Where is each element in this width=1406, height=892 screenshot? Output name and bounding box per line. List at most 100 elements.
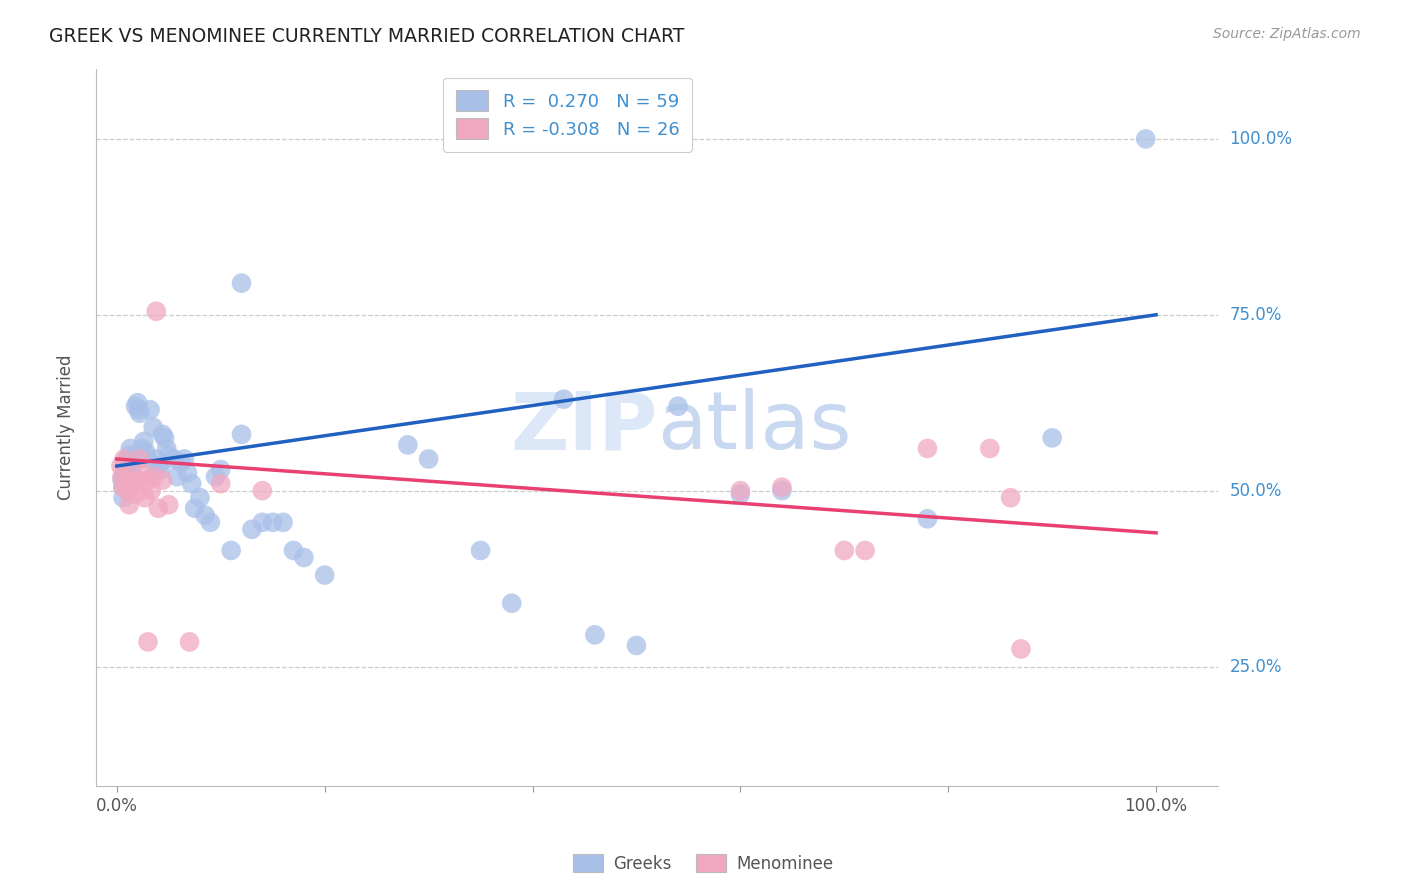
Point [163,452,186,467]
Point [128,402,150,417]
Point [770,480,793,494]
Point [152,473,174,487]
Point [166,469,188,483]
Point [121,476,143,491]
Point [145,452,167,467]
Text: 100.0%: 100.0% [1230,130,1292,148]
Point [180,476,202,491]
Point [157,498,180,512]
Point [1010,642,1032,657]
Point [157,449,180,463]
Point [730,483,752,498]
Point [127,473,149,487]
Text: 50.0%: 50.0% [1230,482,1282,500]
Point [173,452,195,467]
Point [112,452,135,467]
Text: 25.0%: 25.0% [1230,657,1282,675]
Legend: Greeks, Menominee: Greeks, Menominee [567,847,839,880]
Point [120,466,142,480]
Y-axis label: Currently Married: Currently Married [58,355,75,500]
Point [124,487,146,501]
Point [110,458,132,473]
Point [114,458,136,473]
Point [143,469,166,483]
Point [292,550,315,565]
Point [122,456,145,470]
Point [262,516,284,530]
Point [136,635,159,649]
Point [176,466,198,480]
Point [271,516,294,530]
Point [112,480,135,494]
Text: GREEK VS MENOMINEE CURRENTLY MARRIED CORRELATION CHART: GREEK VS MENOMINEE CURRENTLY MARRIED COR… [49,27,685,45]
Point [139,483,162,498]
Point [853,543,876,558]
Point [209,462,232,476]
Point [252,516,274,530]
Point [115,483,138,498]
Point [501,596,523,610]
Text: atlas: atlas [657,388,852,467]
Point [148,458,170,473]
Point [132,466,155,480]
Point [231,276,253,290]
Point [139,402,162,417]
Point [200,516,222,530]
Point [127,395,149,409]
Point [115,456,138,470]
Text: ZIP: ZIP [510,388,657,467]
Point [156,442,179,456]
Point [204,469,226,483]
Point [135,445,157,459]
Point [111,473,134,487]
Point [666,399,689,413]
Point [979,442,1001,456]
Point [124,399,146,413]
Point [283,543,305,558]
Point [1135,132,1157,146]
Point [120,442,142,456]
Point [314,568,336,582]
Point [194,508,217,523]
Point [136,473,159,487]
Point [132,434,155,449]
Point [145,304,167,318]
Point [917,442,939,456]
Point [188,491,211,505]
Point [153,431,176,445]
Point [170,456,193,470]
Point [112,491,135,505]
Point [730,487,752,501]
Point [111,469,134,483]
Point [770,483,793,498]
Point [152,427,174,442]
Point [114,466,136,480]
Point [179,635,201,649]
Point [131,442,153,456]
Point [118,498,141,512]
Point [470,543,492,558]
Point [121,476,143,491]
Point [136,452,159,467]
Point [112,469,135,483]
Text: 75.0%: 75.0% [1230,306,1282,324]
Legend: R =  0.270   N = 59, R = -0.308   N = 26: R = 0.270 N = 59, R = -0.308 N = 26 [443,78,692,152]
Point [1040,431,1063,445]
Point [128,406,150,420]
Point [128,452,150,467]
Point [134,491,156,505]
Point [149,462,172,476]
Point [834,543,856,558]
Point [553,392,575,407]
Point [583,628,606,642]
Point [240,522,263,536]
Point [252,483,274,498]
Point [142,420,165,434]
Point [115,452,138,467]
Text: Source: ZipAtlas.com: Source: ZipAtlas.com [1213,27,1361,41]
Point [118,449,141,463]
Point [219,543,242,558]
Point [117,462,139,476]
Point [418,452,440,467]
Point [231,427,253,442]
